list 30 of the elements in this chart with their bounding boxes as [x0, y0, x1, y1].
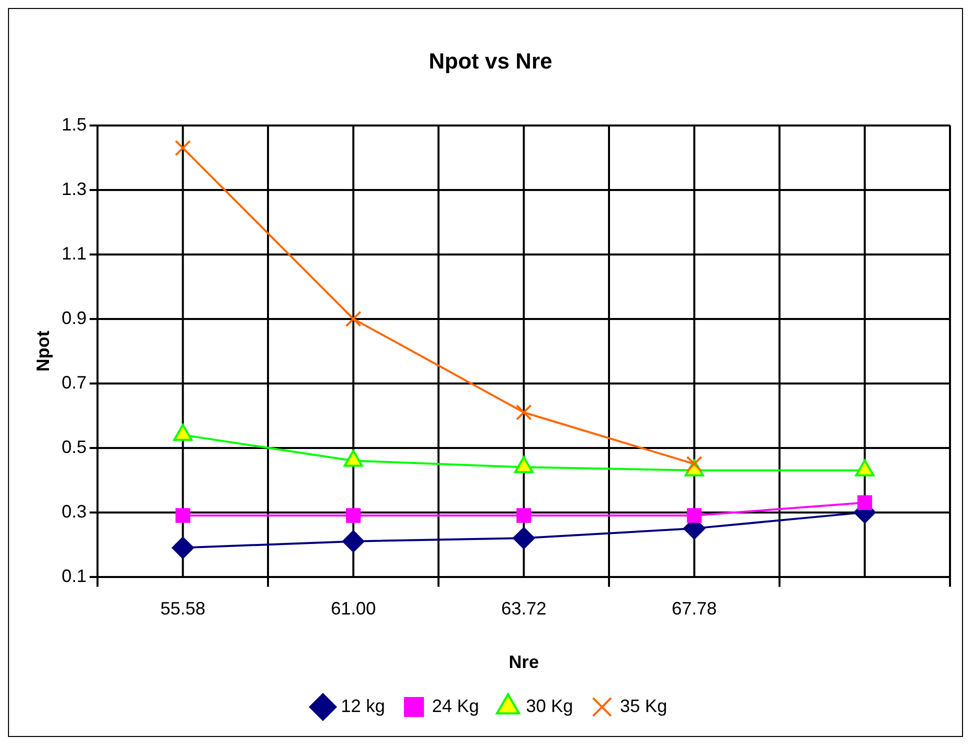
point: [174, 140, 191, 156]
y-tick-label: 0.3: [62, 501, 87, 522]
y-tick-label: 0.1: [62, 566, 87, 586]
x-tick-label: 61.00: [330, 598, 376, 619]
legend-label: 30 Kg: [526, 696, 574, 716]
y-tick-label: 1.5: [62, 114, 87, 134]
x-tick-label: 55.58: [160, 598, 206, 619]
y-tick-label: 0.7: [62, 372, 87, 392]
x-axis-title: Nre: [508, 652, 539, 672]
point: [345, 310, 362, 327]
legend-label: 24 Kg: [432, 696, 480, 716]
x-tick-label: 63.72: [501, 598, 546, 619]
point: [342, 530, 364, 552]
y-tick-label: 1.3: [62, 178, 87, 199]
point: [172, 536, 194, 559]
point: [516, 404, 532, 420]
y-tick-label: 1.1: [62, 243, 87, 264]
point: [686, 508, 702, 523]
point: [857, 495, 872, 510]
legend-label: 35 Kg: [620, 696, 668, 716]
point: [346, 508, 361, 523]
point: [512, 527, 535, 550]
x-tick-label: 67.78: [672, 598, 717, 619]
y-axis-title: Npot: [32, 330, 53, 372]
point: [516, 508, 532, 523]
point: [175, 508, 190, 523]
legend-label: 12 kg: [340, 696, 385, 716]
chart-title: Npot vs Nre: [428, 48, 552, 74]
y-tick-label: 0.9: [62, 308, 87, 328]
y-tick-label: 0.5: [62, 436, 87, 457]
